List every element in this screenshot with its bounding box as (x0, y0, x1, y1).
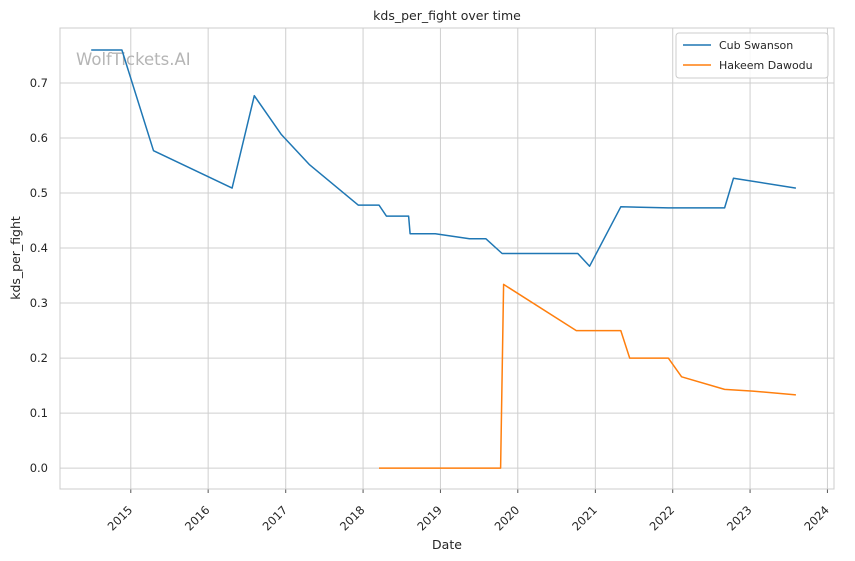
y-tick-label: 0.2 (30, 351, 48, 365)
x-tick-label: 2023 (724, 503, 755, 534)
x-tick-label: 2022 (647, 503, 678, 534)
x-tick-label: 2021 (569, 503, 600, 534)
y-gridlines (60, 82, 834, 469)
x-axis-label: Date (432, 537, 462, 552)
y-tick-label: 0.3 (30, 296, 48, 310)
y-tick-label: 0.7 (30, 76, 48, 90)
x-tick-label: 2020 (492, 503, 523, 534)
y-axis-label: kds_per_fight (8, 216, 23, 300)
chart-title: kds_per_fight over time (373, 8, 521, 23)
y-tick-label: 0.5 (30, 186, 48, 200)
x-tick-label: 2018 (337, 503, 368, 534)
x-gridlines (130, 28, 828, 493)
legend-label-cub-swanson: Cub Swanson (719, 39, 793, 52)
legend-label-hakeem-dawodu: Hakeem Dawodu (719, 59, 813, 72)
x-tick-labels: 2015 2016 2017 2018 2019 2020 2021 2022 2023 2024 (105, 503, 832, 534)
y-tick-label: 0.6 (30, 131, 48, 145)
x-tick-label: 2015 (105, 503, 136, 534)
x-tick-label: 2017 (260, 503, 291, 534)
plot-frame (59, 27, 835, 490)
y-tick-label: 0.1 (30, 406, 48, 420)
x-tick-label: 2024 (801, 503, 832, 534)
y-tick-labels: 0.0 0.1 0.2 0.3 0.4 0.5 0.6 0.7 (30, 76, 48, 475)
series-lines (91, 49, 797, 469)
legend: Cub Swanson Hakeem Dawodu (675, 32, 829, 79)
x-tick-label: 2016 (182, 503, 213, 534)
watermark: WolfTickets.AI (76, 50, 191, 69)
series-line-cub-swanson (91, 49, 797, 267)
legend-box (675, 32, 829, 79)
y-tick-label: 0.0 (30, 461, 48, 475)
x-tick-label: 2019 (414, 503, 445, 534)
series-line-hakeem-dawodu (379, 283, 796, 469)
y-tick-label: 0.4 (30, 241, 48, 255)
